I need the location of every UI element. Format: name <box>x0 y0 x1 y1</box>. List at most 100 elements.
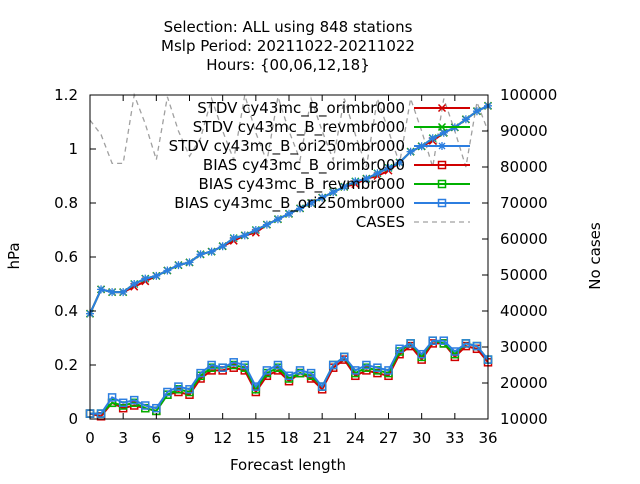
data-point <box>163 266 172 275</box>
chart-title-line-3: Hours: {00,06,12,18} <box>206 56 370 74</box>
data-point <box>428 134 437 143</box>
plot-area: 0 3 6 9 12 15 18 21 24 27 30 33 3600.20.40.60.811.21… <box>54 86 557 447</box>
data-point <box>362 360 371 370</box>
data-point <box>185 258 194 267</box>
legend-swatch-marker <box>437 179 447 189</box>
series-line <box>90 339 489 415</box>
data-point <box>207 360 216 370</box>
y2-tick-label: 50000 <box>500 266 548 284</box>
data-point <box>472 107 481 116</box>
data-point <box>373 169 382 178</box>
data-point <box>461 339 471 348</box>
data-point <box>262 366 272 375</box>
data-point <box>174 261 183 270</box>
data-point <box>174 382 183 391</box>
y-tick-label: 1.2 <box>54 86 78 104</box>
data-point <box>295 366 305 375</box>
data-point <box>284 371 294 381</box>
data-point <box>152 271 161 280</box>
data-point <box>439 336 449 345</box>
legend-swatch-marker <box>437 122 447 132</box>
y2-tick-label: 90000 <box>500 122 548 140</box>
series-line <box>90 339 489 415</box>
y2-tick-label: 40000 <box>500 302 548 320</box>
x-tick-label: 18 <box>279 429 298 447</box>
data-point <box>196 250 205 259</box>
legend-label: BIAS cy43mc_B_ori250mbr000 <box>174 194 405 213</box>
x-tick-label: 9 <box>185 429 195 447</box>
legend-swatch-marker <box>437 198 447 208</box>
y-tick-label: 1 <box>68 140 78 158</box>
y2-tick-label: 20000 <box>500 374 548 392</box>
data-point <box>273 360 283 370</box>
data-point <box>340 182 349 191</box>
x-tick-label: 33 <box>445 429 464 447</box>
data-point <box>306 368 316 378</box>
x-axis-label: Forecast length <box>230 456 346 474</box>
legend-label: STDV cy43mc_B_orimbr000 <box>197 99 405 118</box>
legend-label: BIAS cy43mc_B_orimbr000 <box>203 156 405 175</box>
data-point <box>317 382 327 391</box>
x-tick-label: 12 <box>213 429 232 447</box>
data-point <box>406 147 415 156</box>
data-point <box>417 349 426 359</box>
data-point <box>118 398 128 408</box>
legend-swatch-marker <box>437 103 447 113</box>
y-tick-label: 0.4 <box>54 302 78 320</box>
data-point <box>439 128 448 137</box>
data-point <box>373 363 382 372</box>
data-point <box>307 199 316 207</box>
y2-tick-label: 10000 <box>500 410 548 428</box>
data-point <box>428 336 437 345</box>
chart-title-line-2: Mslp Period: 20211022-20211022 <box>161 37 415 55</box>
data-point <box>196 368 205 378</box>
data-point <box>251 226 260 234</box>
data-point <box>130 280 139 288</box>
y-axis-label: hPa <box>5 242 23 269</box>
x-tick-label: 24 <box>346 429 365 447</box>
legend-swatch-marker <box>438 142 446 150</box>
data-point <box>240 360 250 370</box>
legend-label: STDV cy43mc_B_ori250mbr000 <box>169 137 405 156</box>
y2-axis-label: No cases <box>586 222 604 290</box>
chart-title-line-1: Selection: ALL using 848 stations <box>164 18 413 36</box>
data-point <box>296 204 305 213</box>
data-point <box>229 358 238 367</box>
data-point <box>108 288 117 297</box>
data-point <box>384 163 393 172</box>
y-tick-label: 0.2 <box>54 356 78 374</box>
legend-label: STDV cy43mc_B_revmbr000 <box>193 118 405 137</box>
series-5 <box>85 336 493 418</box>
x-tick-label: 27 <box>379 429 398 447</box>
x-tick-label: 15 <box>246 429 265 447</box>
data-point <box>351 366 360 375</box>
data-point <box>328 360 338 370</box>
x-tick-label: 36 <box>478 429 497 447</box>
legend-label: CASES <box>356 213 405 231</box>
x-tick-label: 0 <box>85 429 95 447</box>
data-point <box>395 344 404 354</box>
data-point <box>384 366 393 375</box>
y2-tick-label: 60000 <box>500 230 548 248</box>
data-point <box>461 115 470 124</box>
data-point <box>395 158 404 167</box>
data-point <box>285 209 293 218</box>
x-tick-label: 6 <box>152 429 162 447</box>
y-tick-label: 0.8 <box>54 194 78 212</box>
x-tick-label: 30 <box>412 429 431 447</box>
data-point <box>262 220 271 229</box>
data-point <box>119 288 128 297</box>
y2-tick-label: 80000 <box>500 158 548 176</box>
data-point <box>218 363 227 372</box>
y-tick-label: 0 <box>68 410 78 428</box>
data-point <box>318 193 327 202</box>
data-point <box>96 409 106 418</box>
data-point <box>406 339 415 348</box>
legend-swatch-marker <box>437 160 447 170</box>
data-point <box>218 242 227 251</box>
data-point <box>240 231 249 240</box>
